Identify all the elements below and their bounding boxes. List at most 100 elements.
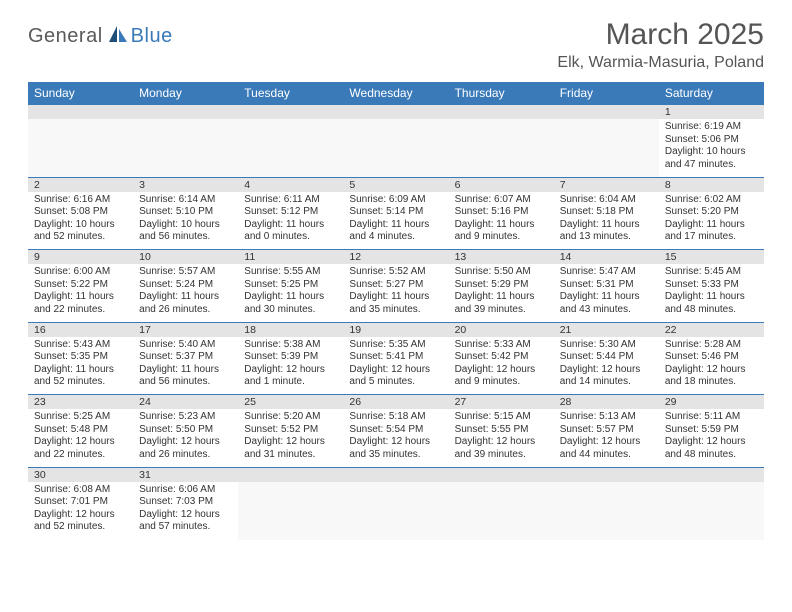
day-content-cell: Sunrise: 5:33 AMSunset: 5:42 PMDaylight:… bbox=[449, 337, 554, 395]
day-number-cell: 24 bbox=[133, 395, 238, 410]
sunrise-text: Sunrise: 5:35 AM bbox=[349, 339, 442, 352]
day-number-cell: 21 bbox=[554, 322, 659, 337]
sunrise-text: Sunrise: 5:33 AM bbox=[455, 339, 548, 352]
week-content-row: Sunrise: 6:00 AMSunset: 5:22 PMDaylight:… bbox=[28, 264, 764, 322]
daylight-text: Daylight: 12 hours and 31 minutes. bbox=[244, 436, 337, 461]
daylight-text: Daylight: 11 hours and 4 minutes. bbox=[349, 219, 442, 244]
daylight-text: Daylight: 11 hours and 56 minutes. bbox=[139, 364, 232, 389]
day-number-cell: 13 bbox=[449, 250, 554, 265]
day-content-cell: Sunrise: 6:19 AMSunset: 5:06 PMDaylight:… bbox=[659, 119, 764, 177]
brand-part2: Blue bbox=[131, 25, 173, 48]
week-daynum-row: 2345678 bbox=[28, 177, 764, 192]
week-content-row: Sunrise: 6:08 AMSunset: 7:01 PMDaylight:… bbox=[28, 482, 764, 540]
sunset-text: Sunset: 5:29 PM bbox=[455, 279, 548, 292]
daylight-text: Daylight: 12 hours and 48 minutes. bbox=[665, 436, 758, 461]
day-number-cell bbox=[238, 467, 343, 482]
sunset-text: Sunset: 5:31 PM bbox=[560, 279, 653, 292]
daylight-text: Daylight: 11 hours and 17 minutes. bbox=[665, 219, 758, 244]
day-number-cell: 16 bbox=[28, 322, 133, 337]
page-header: General Blue March 2025 Elk, Warmia-Masu… bbox=[28, 18, 764, 72]
sunset-text: Sunset: 5:59 PM bbox=[665, 424, 758, 437]
day-number-cell: 1 bbox=[659, 105, 764, 120]
sunrise-text: Sunrise: 5:30 AM bbox=[560, 339, 653, 352]
day-number-cell bbox=[343, 105, 448, 120]
location-text: Elk, Warmia-Masuria, Poland bbox=[557, 54, 764, 72]
title-block: March 2025 Elk, Warmia-Masuria, Poland bbox=[557, 18, 764, 72]
day-number-cell: 23 bbox=[28, 395, 133, 410]
sunrise-text: Sunrise: 6:19 AM bbox=[665, 121, 758, 134]
day-number-cell: 18 bbox=[238, 322, 343, 337]
day-content-cell: Sunrise: 5:20 AMSunset: 5:52 PMDaylight:… bbox=[238, 409, 343, 467]
daylight-text: Daylight: 12 hours and 18 minutes. bbox=[665, 364, 758, 389]
day-content-cell: Sunrise: 5:25 AMSunset: 5:48 PMDaylight:… bbox=[28, 409, 133, 467]
day-content-cell bbox=[238, 119, 343, 177]
day-number-cell: 29 bbox=[659, 395, 764, 410]
day-content-cell: Sunrise: 5:45 AMSunset: 5:33 PMDaylight:… bbox=[659, 264, 764, 322]
sunrise-text: Sunrise: 5:47 AM bbox=[560, 266, 653, 279]
day-content-cell: Sunrise: 6:16 AMSunset: 5:08 PMDaylight:… bbox=[28, 192, 133, 250]
day-number-cell bbox=[133, 105, 238, 120]
sunset-text: Sunset: 5:46 PM bbox=[665, 351, 758, 364]
day-number-cell: 8 bbox=[659, 177, 764, 192]
sunrise-text: Sunrise: 5:11 AM bbox=[665, 411, 758, 424]
month-title: March 2025 bbox=[557, 18, 764, 52]
daylight-text: Daylight: 11 hours and 13 minutes. bbox=[560, 219, 653, 244]
day-content-cell bbox=[133, 119, 238, 177]
sunset-text: Sunset: 5:41 PM bbox=[349, 351, 442, 364]
daylight-text: Daylight: 12 hours and 44 minutes. bbox=[560, 436, 653, 461]
daylight-text: Daylight: 11 hours and 30 minutes. bbox=[244, 291, 337, 316]
sunset-text: Sunset: 5:54 PM bbox=[349, 424, 442, 437]
daylight-text: Daylight: 10 hours and 56 minutes. bbox=[139, 219, 232, 244]
sunset-text: Sunset: 5:06 PM bbox=[665, 134, 758, 147]
daylight-text: Daylight: 11 hours and 22 minutes. bbox=[34, 291, 127, 316]
sunset-text: Sunset: 5:52 PM bbox=[244, 424, 337, 437]
day-number-cell: 28 bbox=[554, 395, 659, 410]
daylight-text: Daylight: 12 hours and 57 minutes. bbox=[139, 509, 232, 534]
day-content-cell: Sunrise: 5:13 AMSunset: 5:57 PMDaylight:… bbox=[554, 409, 659, 467]
daylight-text: Daylight: 12 hours and 9 minutes. bbox=[455, 364, 548, 389]
day-content-cell: Sunrise: 5:50 AMSunset: 5:29 PMDaylight:… bbox=[449, 264, 554, 322]
day-number-cell: 31 bbox=[133, 467, 238, 482]
daylight-text: Daylight: 12 hours and 35 minutes. bbox=[349, 436, 442, 461]
day-content-cell bbox=[238, 482, 343, 540]
day-number-cell: 22 bbox=[659, 322, 764, 337]
day-header: Friday bbox=[554, 82, 659, 105]
sunrise-text: Sunrise: 5:57 AM bbox=[139, 266, 232, 279]
day-header: Sunday bbox=[28, 82, 133, 105]
day-content-cell: Sunrise: 5:55 AMSunset: 5:25 PMDaylight:… bbox=[238, 264, 343, 322]
sunset-text: Sunset: 5:39 PM bbox=[244, 351, 337, 364]
sunrise-text: Sunrise: 5:18 AM bbox=[349, 411, 442, 424]
day-content-cell bbox=[343, 119, 448, 177]
day-number-cell: 6 bbox=[449, 177, 554, 192]
day-content-cell: Sunrise: 5:43 AMSunset: 5:35 PMDaylight:… bbox=[28, 337, 133, 395]
sunrise-text: Sunrise: 6:09 AM bbox=[349, 194, 442, 207]
sunrise-text: Sunrise: 5:38 AM bbox=[244, 339, 337, 352]
day-content-cell: Sunrise: 5:18 AMSunset: 5:54 PMDaylight:… bbox=[343, 409, 448, 467]
day-content-cell bbox=[28, 119, 133, 177]
day-number-cell bbox=[28, 105, 133, 120]
week-content-row: Sunrise: 5:25 AMSunset: 5:48 PMDaylight:… bbox=[28, 409, 764, 467]
day-content-cell bbox=[659, 482, 764, 540]
day-content-cell bbox=[449, 482, 554, 540]
sunset-text: Sunset: 5:35 PM bbox=[34, 351, 127, 364]
sunset-text: Sunset: 5:12 PM bbox=[244, 206, 337, 219]
day-content-cell: Sunrise: 6:08 AMSunset: 7:01 PMDaylight:… bbox=[28, 482, 133, 540]
day-number-cell: 9 bbox=[28, 250, 133, 265]
sunset-text: Sunset: 5:20 PM bbox=[665, 206, 758, 219]
day-content-cell: Sunrise: 5:52 AMSunset: 5:27 PMDaylight:… bbox=[343, 264, 448, 322]
sunset-text: Sunset: 5:57 PM bbox=[560, 424, 653, 437]
day-content-cell: Sunrise: 5:30 AMSunset: 5:44 PMDaylight:… bbox=[554, 337, 659, 395]
sunrise-text: Sunrise: 6:08 AM bbox=[34, 484, 127, 497]
day-content-cell: Sunrise: 5:38 AMSunset: 5:39 PMDaylight:… bbox=[238, 337, 343, 395]
day-content-cell bbox=[554, 119, 659, 177]
day-number-cell bbox=[554, 467, 659, 482]
day-number-cell: 20 bbox=[449, 322, 554, 337]
sunset-text: Sunset: 5:14 PM bbox=[349, 206, 442, 219]
sunrise-text: Sunrise: 5:43 AM bbox=[34, 339, 127, 352]
day-number-cell: 17 bbox=[133, 322, 238, 337]
sunrise-text: Sunrise: 6:00 AM bbox=[34, 266, 127, 279]
sunrise-text: Sunrise: 6:02 AM bbox=[665, 194, 758, 207]
day-content-cell bbox=[554, 482, 659, 540]
sunset-text: Sunset: 5:44 PM bbox=[560, 351, 653, 364]
day-content-cell: Sunrise: 5:23 AMSunset: 5:50 PMDaylight:… bbox=[133, 409, 238, 467]
